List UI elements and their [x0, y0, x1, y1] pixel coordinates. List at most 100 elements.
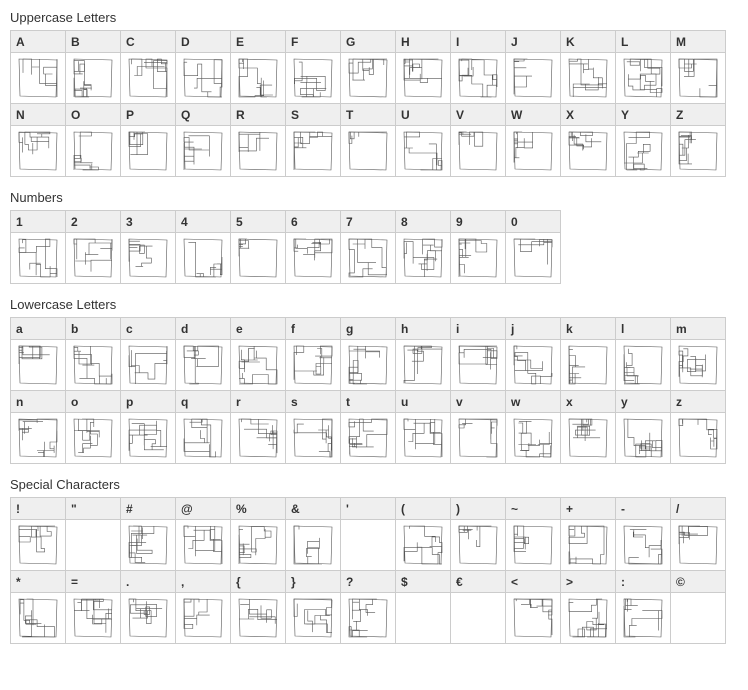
char-cell[interactable]: O: [65, 103, 121, 177]
char-cell[interactable]: u: [395, 390, 451, 464]
char-cell[interactable]: $: [395, 570, 451, 644]
char-cell[interactable]: ?: [340, 570, 396, 644]
char-cell[interactable]: A: [10, 30, 66, 104]
char-cell[interactable]: w: [505, 390, 561, 464]
char-cell[interactable]: S: [285, 103, 341, 177]
char-cell[interactable]: J: [505, 30, 561, 104]
char-cell[interactable]: 0: [505, 210, 561, 284]
char-cell[interactable]: (: [395, 497, 451, 571]
char-cell[interactable]: =: [65, 570, 121, 644]
char-cell[interactable]: K: [560, 30, 616, 104]
char-cell[interactable]: j: [505, 317, 561, 391]
char-cell[interactable]: X: [560, 103, 616, 177]
char-cell[interactable]: #: [120, 497, 176, 571]
char-cell[interactable]: 3: [120, 210, 176, 284]
char-cell[interactable]: @: [175, 497, 231, 571]
char-cell[interactable]: ): [450, 497, 506, 571]
char-label: a: [11, 318, 65, 340]
char-cell[interactable]: 9: [450, 210, 506, 284]
char-cell[interactable]: Q: [175, 103, 231, 177]
char-cell[interactable]: 8: [395, 210, 451, 284]
char-cell[interactable]: .: [120, 570, 176, 644]
char-cell[interactable]: l: [615, 317, 671, 391]
char-cell[interactable]: c: [120, 317, 176, 391]
char-cell[interactable]: ": [65, 497, 121, 571]
char-cell[interactable]: R: [230, 103, 286, 177]
char-cell[interactable]: 5: [230, 210, 286, 284]
char-glyph: [451, 593, 505, 643]
char-cell[interactable]: y: [615, 390, 671, 464]
char-cell[interactable]: 6: [285, 210, 341, 284]
char-cell[interactable]: 1: [10, 210, 66, 284]
char-cell[interactable]: x: [560, 390, 616, 464]
char-cell[interactable]: I: [450, 30, 506, 104]
char-cell[interactable]: r: [230, 390, 286, 464]
char-cell[interactable]: G: [340, 30, 396, 104]
char-cell[interactable]: Z: [670, 103, 726, 177]
char-cell[interactable]: :: [615, 570, 671, 644]
char-label: -: [616, 498, 670, 520]
char-cell[interactable]: <: [505, 570, 561, 644]
char-cell[interactable]: q: [175, 390, 231, 464]
char-cell[interactable]: W: [505, 103, 561, 177]
char-cell[interactable]: i: [450, 317, 506, 391]
char-cell[interactable]: 4: [175, 210, 231, 284]
char-cell[interactable]: a: [10, 317, 66, 391]
char-cell[interactable]: p: [120, 390, 176, 464]
char-cell[interactable]: C: [120, 30, 176, 104]
char-cell[interactable]: >: [560, 570, 616, 644]
char-cell[interactable]: L: [615, 30, 671, 104]
char-label: =: [66, 571, 120, 593]
char-cell[interactable]: B: [65, 30, 121, 104]
char-label: q: [176, 391, 230, 413]
char-cell[interactable]: o: [65, 390, 121, 464]
char-cell[interactable]: ©: [670, 570, 726, 644]
char-glyph: [11, 413, 65, 463]
char-cell[interactable]: N: [10, 103, 66, 177]
char-label: x: [561, 391, 615, 413]
char-cell[interactable]: V: [450, 103, 506, 177]
char-glyph: [231, 413, 285, 463]
char-cell[interactable]: m: [670, 317, 726, 391]
char-cell[interactable]: d: [175, 317, 231, 391]
char-cell[interactable]: k: [560, 317, 616, 391]
char-cell[interactable]: F: [285, 30, 341, 104]
char-cell[interactable]: g: [340, 317, 396, 391]
char-cell[interactable]: -: [615, 497, 671, 571]
char-cell[interactable]: z: [670, 390, 726, 464]
char-cell[interactable]: ~: [505, 497, 561, 571]
char-label: N: [11, 104, 65, 126]
char-cell[interactable]: v: [450, 390, 506, 464]
char-label: g: [341, 318, 395, 340]
char-cell[interactable]: f: [285, 317, 341, 391]
char-cell[interactable]: /: [670, 497, 726, 571]
char-cell[interactable]: s: [285, 390, 341, 464]
char-cell[interactable]: &: [285, 497, 341, 571]
char-cell[interactable]: n: [10, 390, 66, 464]
char-cell[interactable]: ,: [175, 570, 231, 644]
char-cell[interactable]: D: [175, 30, 231, 104]
char-cell[interactable]: U: [395, 103, 451, 177]
char-cell[interactable]: ': [340, 497, 396, 571]
char-cell[interactable]: *: [10, 570, 66, 644]
char-cell[interactable]: 7: [340, 210, 396, 284]
char-cell[interactable]: }: [285, 570, 341, 644]
char-cell[interactable]: T: [340, 103, 396, 177]
char-cell[interactable]: %: [230, 497, 286, 571]
char-cell[interactable]: M: [670, 30, 726, 104]
char-cell[interactable]: t: [340, 390, 396, 464]
char-cell[interactable]: €: [450, 570, 506, 644]
char-cell[interactable]: !: [10, 497, 66, 571]
char-cell[interactable]: P: [120, 103, 176, 177]
char-cell[interactable]: b: [65, 317, 121, 391]
char-cell[interactable]: h: [395, 317, 451, 391]
char-cell[interactable]: +: [560, 497, 616, 571]
char-glyph: [616, 126, 670, 176]
char-cell[interactable]: {: [230, 570, 286, 644]
char-cell[interactable]: 2: [65, 210, 121, 284]
char-cell[interactable]: E: [230, 30, 286, 104]
char-cell[interactable]: H: [395, 30, 451, 104]
char-cell[interactable]: Y: [615, 103, 671, 177]
char-cell[interactable]: e: [230, 317, 286, 391]
char-glyph: [341, 340, 395, 390]
